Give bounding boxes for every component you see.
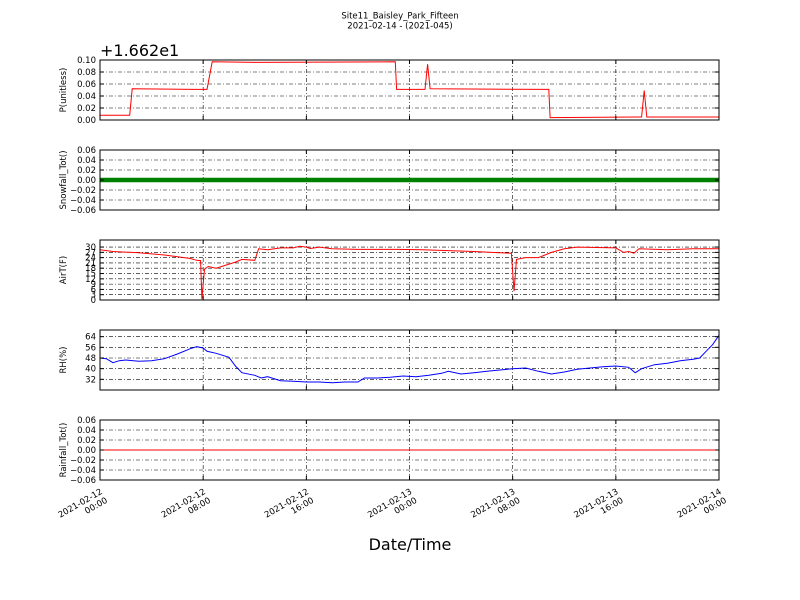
y-tick-label: 0.06 xyxy=(77,80,96,90)
y-tick-label: 32 xyxy=(85,375,96,385)
y-tick-label: 56 xyxy=(85,343,96,353)
chart-panel-5: −0.06−0.04−0.020.000.020.040.06 Rainfall_… xyxy=(59,416,720,486)
y-tick-label: 0.00 xyxy=(77,116,96,126)
y-axis-label: P(unitless) xyxy=(59,68,69,113)
chart-panel-1: 0.00 0.02 0.04 0.06 0.08 0.10 P(unitless) +1.66… xyxy=(59,41,720,126)
y-tick-label: 9 xyxy=(91,280,96,290)
y-tick-label: 30 xyxy=(85,243,96,253)
y-tick-label: −0.06 xyxy=(70,206,96,216)
series-line xyxy=(100,335,719,384)
y-tick-label: 24 xyxy=(85,254,96,264)
figure-title: Site11_Baisley_Park_Fifteen xyxy=(341,12,458,22)
series-group xyxy=(100,245,719,300)
y-tick-label: −0.02 xyxy=(70,186,96,196)
y-tick-label: 0.02 xyxy=(77,166,96,176)
y-tick-label: 0.02 xyxy=(77,104,96,114)
y-tick-label: 15 xyxy=(85,270,96,280)
y-tick-label: 6 xyxy=(91,285,96,295)
chart-panel-2: −0.06−0.04−0.020.000.020.040.06 Snowfall_… xyxy=(59,146,720,216)
y-tick-label: 0.00 xyxy=(77,446,96,456)
y-axis-label: Rainfall_Tot() xyxy=(59,423,69,478)
chart-panels: 0.000.020.040.060.080.10P(unitless)+1.66… xyxy=(59,41,720,486)
series-line xyxy=(100,245,719,300)
y-tick-label: 0.06 xyxy=(77,146,96,156)
y-tick-label: −0.04 xyxy=(70,196,96,206)
y-tick-label: 0.10 xyxy=(77,56,96,66)
y-tick-label: 0.02 xyxy=(77,436,96,446)
y-tick-label: 0.04 xyxy=(77,92,96,102)
y-tick-label: 0 xyxy=(91,296,96,306)
y-axis-label: Snowfall_Tot() xyxy=(59,150,69,209)
y-tick-label: 40 xyxy=(85,365,96,375)
y-tick-label: −0.02 xyxy=(70,456,96,466)
y-tick-label: 0.00 xyxy=(77,176,96,186)
series-group xyxy=(100,335,719,384)
offset-text: +1.662e1 xyxy=(100,41,179,60)
y-tick-label: 0.06 xyxy=(77,416,96,426)
y-tick-label: 18 xyxy=(85,264,96,274)
y-tick-label: 3 xyxy=(91,291,96,301)
y-tick-label: −0.04 xyxy=(70,466,96,476)
y-tick-label: 0.04 xyxy=(77,426,96,436)
y-tick-label: 64 xyxy=(85,333,96,343)
y-tick-label: 48 xyxy=(85,354,96,364)
y-axis-label: RH(%) xyxy=(59,346,69,373)
figure-subtitle: 2021-02-14 - (2021-045) xyxy=(347,22,452,32)
y-tick-label: 21 xyxy=(85,259,96,269)
y-tick-label: 0.08 xyxy=(77,68,96,78)
series-group xyxy=(100,61,719,119)
y-tick-label: −0.06 xyxy=(70,476,96,486)
y-tick-label: 0.04 xyxy=(77,156,96,166)
y-tick-label: 27 xyxy=(85,248,96,258)
series-line xyxy=(100,61,719,119)
y-axis-label: AirT(F) xyxy=(59,256,69,284)
y-tick-label: 12 xyxy=(85,275,96,285)
x-axis-label: Date/Time xyxy=(369,535,452,554)
